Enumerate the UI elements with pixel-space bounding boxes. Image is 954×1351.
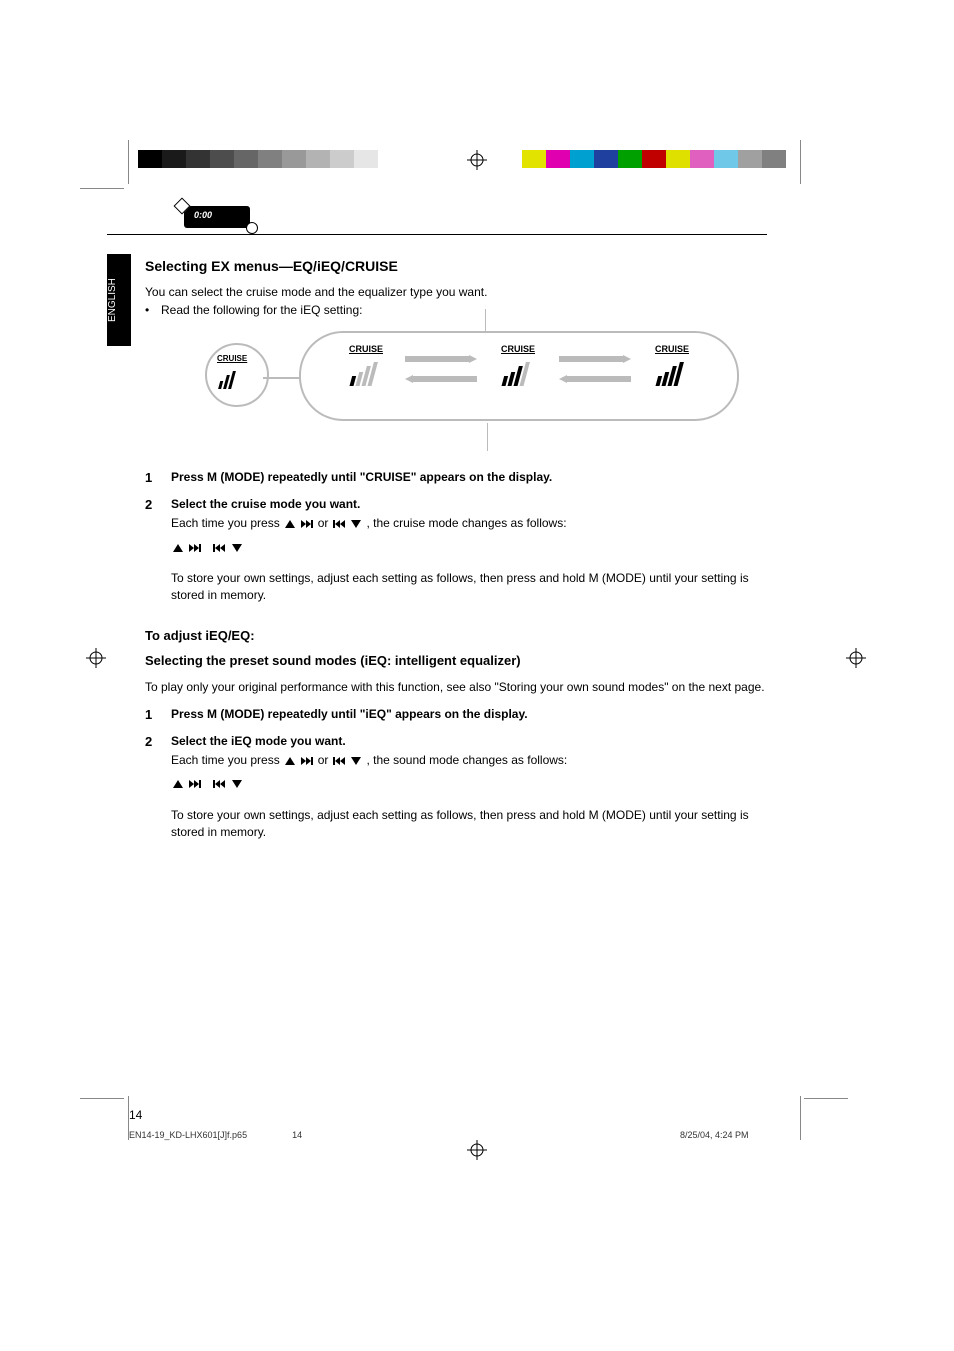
step-description: Each time you press or , the cruise mode… — [171, 515, 767, 532]
color-swatch — [738, 150, 762, 168]
step-1: 1 Press M (MODE) repeatedly until "CRUIS… — [145, 469, 767, 488]
footer-timestamp: 8/25/04, 4:24 PM — [680, 1130, 749, 1140]
step-extra-line — [171, 539, 767, 556]
up-next-icons — [171, 778, 202, 790]
crop-mark — [80, 1098, 124, 1099]
color-swatch — [522, 150, 546, 168]
step-extra: To store your own settings, adjust each … — [171, 807, 767, 842]
footer-filename: EN14-19_KD-LHX601[J]f.p65 14 — [129, 1130, 302, 1140]
lead-bullet: Read the following for the iEQ setting: — [145, 302, 767, 319]
grayscale-swatch — [186, 150, 210, 168]
grayscale-swatch — [354, 150, 378, 168]
diagram-connector — [487, 423, 488, 451]
cruise-label: CRUISE — [637, 343, 707, 356]
color-swatch — [570, 150, 594, 168]
eq-bars-high-icon — [637, 358, 707, 393]
diagram-box: CRUISE CRUISE — [299, 331, 739, 421]
eq-bars-low-icon — [331, 358, 401, 393]
crop-mark — [804, 1098, 848, 1099]
up-next-icons — [283, 755, 314, 767]
step-title: Press M (MODE) repeatedly until "iEQ" ap… — [171, 706, 767, 723]
diagram-callout: CRUISE — [205, 343, 269, 407]
prev-down-icons — [212, 778, 243, 790]
prev-down-icons — [212, 542, 243, 554]
cruise-steps: 1 Press M (MODE) repeatedly until "CRUIS… — [145, 469, 767, 605]
subsection-heading: To adjust iEQ/EQ: — [145, 627, 767, 646]
grayscale-swatch — [306, 150, 330, 168]
diagram-connector — [263, 377, 301, 379]
step-number: 1 — [145, 469, 161, 488]
arrow-right-icon — [405, 351, 477, 359]
section-intro: You can select the cruise mode and the e… — [145, 284, 767, 301]
diagram-stage-3: CRUISE — [637, 343, 707, 393]
registration-mark-icon — [467, 150, 487, 170]
crop-mark — [800, 1096, 801, 1140]
grayscale-swatch — [210, 150, 234, 168]
crop-mark — [800, 140, 801, 184]
page-body: Selecting EX menus—EQ/iEQ/CRUISE You can… — [145, 256, 767, 850]
language-tab: ENGLISH — [107, 254, 131, 346]
step-extra: To store your own settings, adjust each … — [171, 570, 767, 605]
step-title: Select the iEQ mode you want. — [171, 733, 767, 750]
print-grayscale-bar — [138, 150, 402, 168]
color-swatch — [642, 150, 666, 168]
color-swatch — [594, 150, 618, 168]
print-color-bar — [522, 150, 786, 168]
step-extra-line — [171, 776, 767, 793]
arrow-left-icon — [405, 371, 477, 379]
clock-brightness-icon: 0:00 — [184, 206, 250, 228]
step-1: 1 Press M (MODE) repeatedly until "iEQ" … — [145, 706, 767, 725]
color-swatch — [666, 150, 690, 168]
subsection-title: Selecting the preset sound modes (iEQ: i… — [145, 652, 767, 671]
eq-steps: 1 Press M (MODE) repeatedly until "iEQ" … — [145, 706, 767, 842]
up-next-icons — [283, 518, 314, 530]
color-swatch — [690, 150, 714, 168]
registration-mark-icon — [467, 1140, 487, 1160]
prev-down-icons — [332, 518, 363, 530]
step-2: 2 Select the cruise mode you want. Each … — [145, 496, 767, 605]
step-2: 2 Select the iEQ mode you want. Each tim… — [145, 733, 767, 842]
arrow-left-icon — [559, 371, 631, 379]
grayscale-swatch — [258, 150, 282, 168]
page-number: 14 — [129, 1108, 142, 1122]
crop-mark — [80, 188, 124, 189]
prev-down-icons — [332, 755, 363, 767]
grayscale-swatch — [138, 150, 162, 168]
cruise-label: CRUISE — [217, 353, 257, 365]
registration-mark-icon — [846, 648, 866, 668]
step-title: Select the cruise mode you want. — [171, 496, 767, 513]
section-title: Selecting EX menus—EQ/iEQ/CRUISE — [145, 256, 767, 276]
cruise-label: CRUISE — [331, 343, 401, 356]
grayscale-swatch — [330, 150, 354, 168]
grayscale-swatch — [378, 150, 402, 168]
step-title: Press M (MODE) repeatedly until "CRUISE"… — [171, 469, 767, 486]
grayscale-swatch — [162, 150, 186, 168]
diagram-stage-2: CRUISE — [483, 343, 553, 393]
step-number: 2 — [145, 496, 161, 605]
diagram-stage-1: CRUISE — [331, 343, 401, 393]
up-next-icons — [171, 542, 202, 554]
arrow-right-icon — [559, 351, 631, 359]
registration-mark-icon — [86, 648, 106, 668]
eq-bars-icon — [217, 367, 257, 394]
color-swatch — [618, 150, 642, 168]
step-description: Each time you press or , the sound mode … — [171, 752, 767, 769]
step-number: 2 — [145, 733, 161, 842]
cruise-label: CRUISE — [483, 343, 553, 356]
crop-mark — [128, 140, 129, 184]
color-swatch — [546, 150, 570, 168]
color-swatch — [762, 150, 786, 168]
cruise-diagram: CRUISE CRUISE — [205, 331, 741, 449]
subsection-intro: To play only your original performance w… — [145, 679, 767, 696]
grayscale-swatch — [234, 150, 258, 168]
grayscale-swatch — [282, 150, 306, 168]
color-swatch — [714, 150, 738, 168]
eq-bars-mid-icon — [483, 358, 553, 393]
step-number: 1 — [145, 706, 161, 725]
header-rule — [107, 234, 767, 235]
clock-text: 0:00 — [194, 210, 212, 220]
